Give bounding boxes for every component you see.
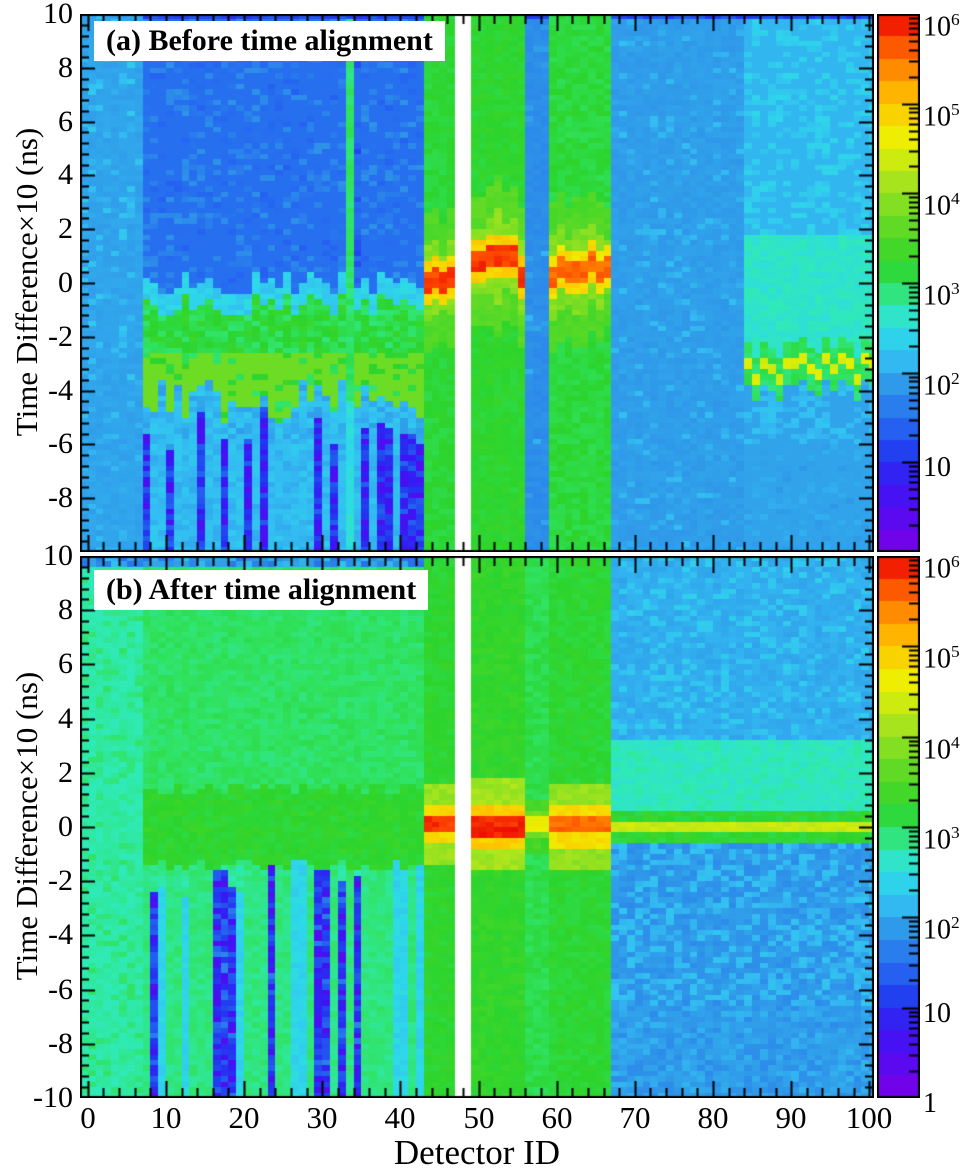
y-tick-label: -6	[48, 973, 73, 1006]
colorbar-tick-label: 10	[923, 998, 951, 1029]
colorbar-tick-label: 106	[923, 552, 960, 585]
x-tick-label: 100	[845, 1100, 893, 1135]
colorbar-tick-label: 103	[923, 279, 960, 312]
colorbar-panel-b	[877, 556, 920, 1098]
y-tick-label: 10	[43, 539, 73, 572]
y-tick-label: -4	[48, 374, 73, 407]
heatmap-panel-a	[80, 14, 874, 552]
y-tick-label: 2	[58, 212, 73, 245]
y-tick-label: -8	[48, 1027, 73, 1060]
y-tick-label: 0	[58, 266, 73, 299]
y-tick-label: -6	[48, 427, 73, 460]
y-tick-label: -8	[48, 481, 73, 514]
x-tick-label: 0	[80, 1100, 96, 1135]
colorbar-tick-label: 104	[923, 733, 960, 766]
x-axis-title: Detector ID	[393, 1133, 561, 1172]
colorbar-tick-label: 103	[923, 823, 960, 856]
y-tick-label: 8	[58, 51, 73, 84]
x-tick-label: 80	[697, 1100, 729, 1135]
x-tick-label: 40	[384, 1100, 416, 1135]
colorbar-tick-label: 105	[923, 642, 960, 675]
colorbar-tick-label: 10	[923, 452, 951, 483]
colorbar-tick-label: 102	[923, 913, 960, 946]
y-tick-label: 6	[58, 105, 73, 138]
x-tick-label: 10	[150, 1100, 182, 1135]
panel-b-title: (b) After time alignment	[94, 570, 429, 610]
x-tick-label: 70	[619, 1100, 651, 1135]
y-tick-label: 0	[58, 810, 73, 843]
y-tick-label: -10	[33, 1081, 73, 1114]
colorbar-tick-label: 102	[923, 369, 960, 402]
x-tick-label: 20	[228, 1100, 260, 1135]
x-tick-label: 90	[775, 1100, 807, 1135]
panel-a-title: (a) Before time alignment	[94, 21, 445, 61]
colorbar-tick-label: 106	[923, 10, 960, 43]
y-tick-label: 6	[58, 647, 73, 680]
y-tick-label: 10	[43, 0, 73, 30]
y-tick-label: -2	[48, 320, 73, 353]
y-tick-label: 4	[58, 158, 73, 191]
x-tick-label: 30	[306, 1100, 338, 1135]
x-tick-label: 50	[463, 1100, 495, 1135]
y-tick-label: -2	[48, 864, 73, 897]
y-tick-label: 4	[58, 702, 73, 735]
colorbar-tick-label: 1	[923, 1088, 937, 1119]
y-tick-label: -4	[48, 918, 73, 951]
colorbar-panel-a	[877, 14, 920, 552]
y-tick-label: 2	[58, 756, 73, 789]
y-tick-label: 8	[58, 593, 73, 626]
colorbar-tick-label: 105	[923, 100, 960, 133]
heatmap-panel-b	[80, 556, 874, 1098]
colorbar-tick-label: 104	[923, 189, 960, 222]
x-tick-label: 60	[541, 1100, 573, 1135]
